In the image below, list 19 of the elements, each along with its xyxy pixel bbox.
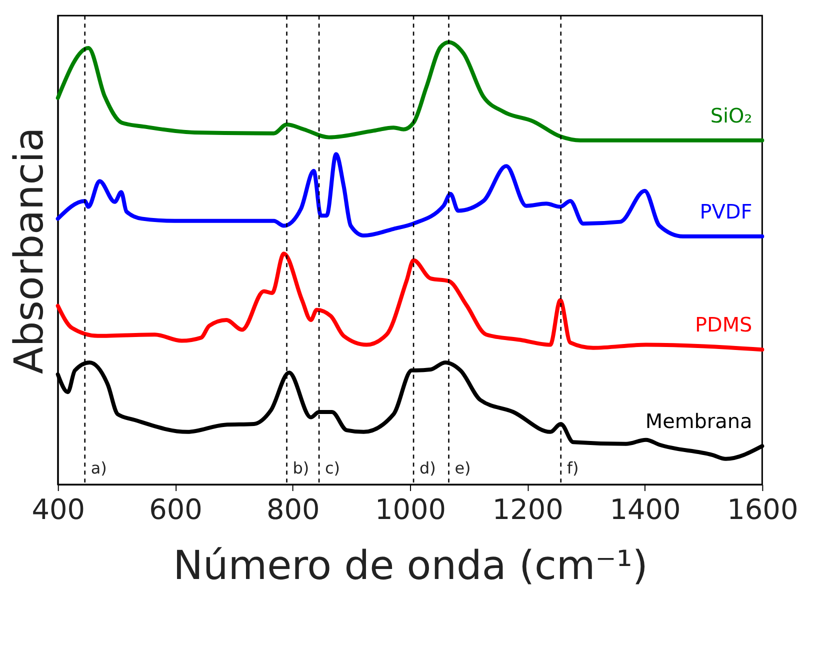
series-label: PVDF xyxy=(700,199,752,224)
ref-line-label: d) xyxy=(420,458,436,478)
x-tick-label: 400 xyxy=(32,492,86,526)
x-tick-label: 1000 xyxy=(374,492,446,526)
ref-line-label: e) xyxy=(454,458,471,478)
series-label: SiO₂ xyxy=(710,103,752,128)
x-tick-label: 1200 xyxy=(492,492,564,526)
x-tick-label: 1400 xyxy=(610,492,681,526)
x-tick-label: 600 xyxy=(149,492,202,526)
y-axis-title: Absorbancia xyxy=(6,127,52,374)
x-tick-label: 800 xyxy=(266,492,320,526)
ref-line-label: c) xyxy=(325,458,340,478)
ref-line-label: a) xyxy=(90,458,107,478)
x-axis-title: Número de onda (cm⁻¹) xyxy=(173,542,648,589)
ref-line-label: b) xyxy=(292,458,310,478)
x-tick-label: 1600 xyxy=(727,492,798,526)
series-label: PDMS xyxy=(694,312,752,337)
series-label: Membrana xyxy=(645,409,752,434)
ref-line-label: f) xyxy=(566,458,579,478)
